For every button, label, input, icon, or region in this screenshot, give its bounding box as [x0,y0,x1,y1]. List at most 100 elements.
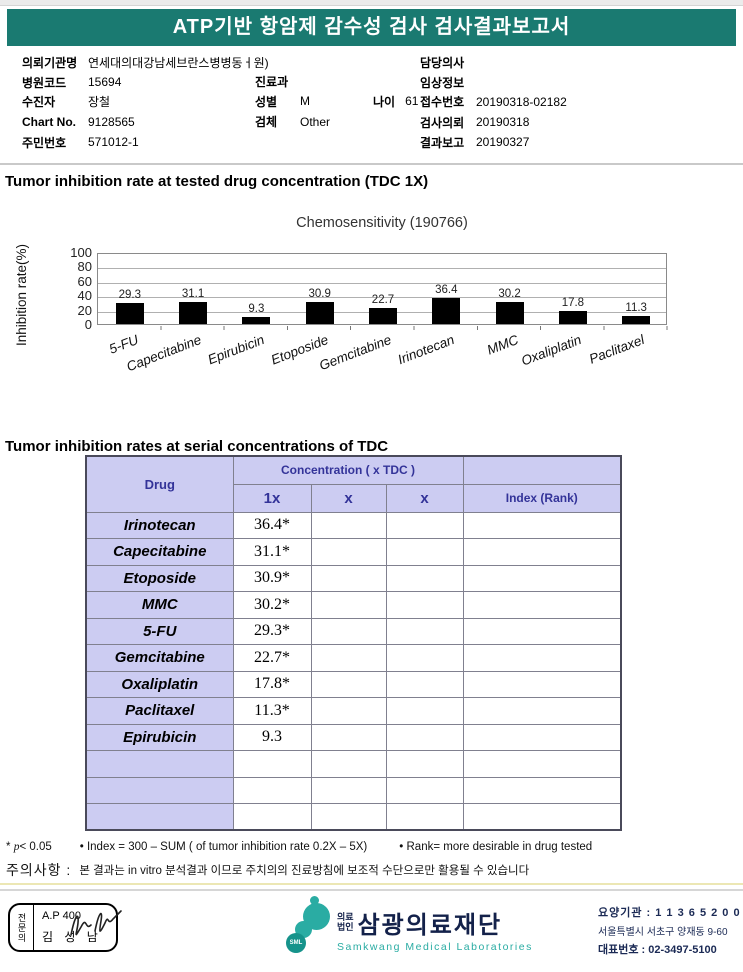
gridline [98,297,666,299]
bar-slot: 17.8 [541,252,604,324]
value-x3 [385,697,464,725]
chart-bar [558,311,587,324]
value-x2 [310,617,387,645]
field-label: 병원코드 [22,75,67,90]
drug-name: Capecitabine [85,538,234,566]
field-value: 장철 [88,95,111,110]
field-value: M [300,94,310,109]
value-1x: 11.3* [232,697,312,725]
value-x2 [310,591,387,619]
field-label: 결과보고 [420,135,465,150]
value-1x: 30.9* [232,564,312,592]
field-label: 나이 [373,94,396,109]
value-index [462,511,622,539]
company-name-ko: 삼광의료재단 [357,912,503,939]
footer-divider [0,889,743,891]
field-value: 20190318 [476,115,530,129]
bar-value: 30.2 [498,288,521,301]
field-label: 접수번호 [420,95,465,110]
bar-value: 29.3 [118,288,141,301]
field-value: 20190327 [476,135,530,150]
value-x3 [385,670,464,698]
value-1x: 36.4* [232,511,312,539]
field-label: 진료과 [255,75,289,90]
drug-name: Gemcitabine [85,644,234,672]
field-value: 15694 [88,75,122,90]
top-strip [0,0,743,6]
logo-sml-badge: SML [286,933,306,953]
company-name-block: 의료 법인 삼광의료재단 Samkwang Medical Laboratori… [337,905,533,953]
value-x3 [385,564,464,592]
field-label: 담당의사 [420,56,465,71]
value-x3 [385,511,464,539]
info-row: 결과보고 20190327 [420,133,567,153]
info-row: 의뢰기관명 연세대의대강남세브란스병병동ㅓ원) [22,53,269,73]
patient-info-middle: 진료과 성별 M 나이 61 검체 Other [255,72,418,132]
value-index [462,538,622,566]
value-index [462,564,622,592]
bar-value: 22.7 [371,293,395,306]
value-1x: 31.1* [232,538,312,566]
field-value: 61 [405,94,419,109]
company-contact-block: 요양기관 : 1 1 3 6 5 2 0 0 서울특별시 서초구 양재동 9-6… [598,904,741,957]
info-row: 검사의뢰 20190318 [420,112,567,133]
table-row: Irinotecan 36.4* [85,511,622,539]
doctor-name: 김 성 남 [42,930,102,944]
caution-label: 주의사항 : [6,862,72,878]
rank-note: • Rank= more desirable in drug tested [399,841,593,853]
value-x3 [385,644,464,672]
value-index [462,776,622,804]
index-formula-note: • Index = 300 – SUM ( of tumor inhibitio… [79,841,368,853]
table-row: MMC 30.2* [85,591,622,619]
info-row: 주민번호 571012-1 [22,133,269,153]
bar-slot: 31.1 [162,252,225,324]
col-header-x2: x [310,483,387,513]
col-header-concentration: Concentration ( x TDC ) [232,455,464,485]
value-index [462,644,622,672]
report-title-banner: ATP기반 항암제 감수성 검사 검사결과보고서 [7,9,736,46]
table-header-row: Drug Concentration ( x TDC ) [85,455,622,513]
drug-name: 5-FU [85,617,234,645]
value-x2 [310,776,387,804]
table-row: 5-FU 29.3* [85,617,622,645]
value-x2 [310,803,387,831]
table-row: Capecitabine 31.1* [85,538,622,566]
stamp-code: A.P 400 [42,910,81,922]
drug-name [85,803,234,831]
info-row: 검체 Other [255,111,418,132]
field-value: 연세대의대강남세브란스병병동ㅓ원) [88,56,269,71]
drug-name: Etoposide [85,564,234,592]
y-tick: 100 [70,245,92,260]
bar-value: 9.3 [248,303,265,316]
field-label: 주민번호 [22,135,67,150]
value-1x [232,776,312,804]
company-logo-icon: SML [286,896,332,957]
chart-title: Chemosensitivity (190766) [296,215,468,231]
info-row: Chart No. 9128565 [22,112,269,133]
significance-note: * p< 0.05 [6,841,52,853]
field-label: Chart No. [22,115,76,129]
value-index [462,591,622,619]
value-1x: 17.8* [232,670,312,698]
drug-name: Irinotecan [85,511,234,539]
section-divider [0,163,743,165]
value-x3 [385,591,464,619]
value-x2 [310,670,387,698]
asterisk: * [6,841,11,853]
chart-bar [622,315,651,324]
company-address: 서울특별시 서초구 양재동 9-60 [598,927,728,938]
bar-value: 11.3 [625,301,647,314]
drug-name: Paclitaxel [85,697,234,725]
field-value: 9128565 [88,115,135,129]
info-row: 담당의사 [420,53,567,73]
value-x2 [310,511,387,539]
section2-title: Tumor inhibition rates at serial concent… [5,438,389,455]
x-axis-ticks [98,326,668,330]
table-row [85,750,622,778]
bar-slot: 30.2 [478,252,541,324]
y-tick: 20 [77,302,92,318]
chart-plot-area: 29.3 31.1 9.3 30.9 22.7 36.4 30.2 17.8 [97,253,667,325]
bar-slot: 9.3 [225,252,288,324]
table-row: Paclitaxel 11.3* [85,697,622,725]
